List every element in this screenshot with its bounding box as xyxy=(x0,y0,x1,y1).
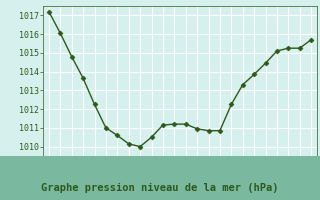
Text: Graphe pression niveau de la mer (hPa): Graphe pression niveau de la mer (hPa) xyxy=(41,183,279,193)
